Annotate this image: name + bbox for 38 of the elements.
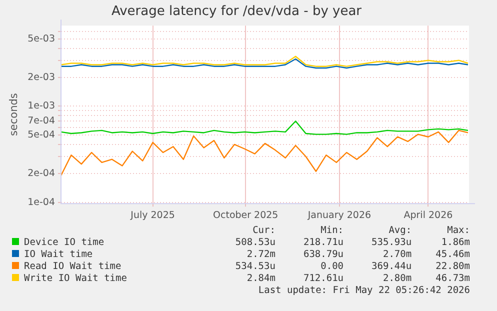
y-tick-label: 2e-04 — [28, 168, 56, 179]
chart-title: Average latency for /dev/vda - by year — [111, 4, 362, 20]
text: 2.70m — [382, 248, 412, 260]
text: 534.53u — [234, 260, 276, 272]
legend-label: IO Wait time — [23, 248, 94, 260]
y-tick-label: 5e-03 — [28, 34, 56, 45]
text: 508.53u — [234, 236, 276, 248]
text: Max: — [446, 224, 470, 236]
y-tick-label: 5e-04 — [28, 130, 56, 141]
text: 638.79u — [302, 248, 344, 260]
text: 46.73m — [434, 272, 470, 284]
text: 218.71u — [302, 236, 344, 248]
y-tick-label: 2e-03 — [28, 72, 56, 83]
text: 535.93u — [370, 236, 412, 248]
legend-label: Device IO time — [23, 236, 106, 248]
y-tick-label: 1e-04 — [28, 196, 56, 208]
legend-label: Read IO Wait time — [23, 260, 122, 272]
text: 369.44u — [370, 260, 412, 272]
text: Cur: — [252, 224, 276, 236]
text: 2.80m — [382, 272, 412, 284]
text: Avg: — [388, 224, 412, 236]
x-tick-label: January 2026 — [306, 210, 372, 221]
x-tick-label: April 2026 — [404, 210, 453, 221]
text: 712.61u — [302, 272, 344, 284]
text: Last update: Fri May 22 05:26:42 2026 — [257, 284, 470, 296]
x-tick-label: October 2025 — [213, 210, 278, 221]
text: 2.72m — [246, 248, 276, 260]
text: 2.84m — [246, 272, 276, 284]
x-tick-label: July 2025 — [130, 210, 175, 221]
y-tick-label: 7e-04 — [28, 116, 56, 127]
text: Min: — [320, 224, 344, 236]
text: 45.46m — [434, 248, 470, 260]
y-axis-title: seconds — [8, 93, 20, 136]
text: 22.80m — [434, 260, 470, 272]
legend-label: Write IO Wait time — [23, 272, 128, 284]
text: 1.86m — [440, 236, 470, 248]
y-tick-label: 1e-03 — [28, 100, 56, 112]
text: 0.00 — [320, 260, 344, 272]
